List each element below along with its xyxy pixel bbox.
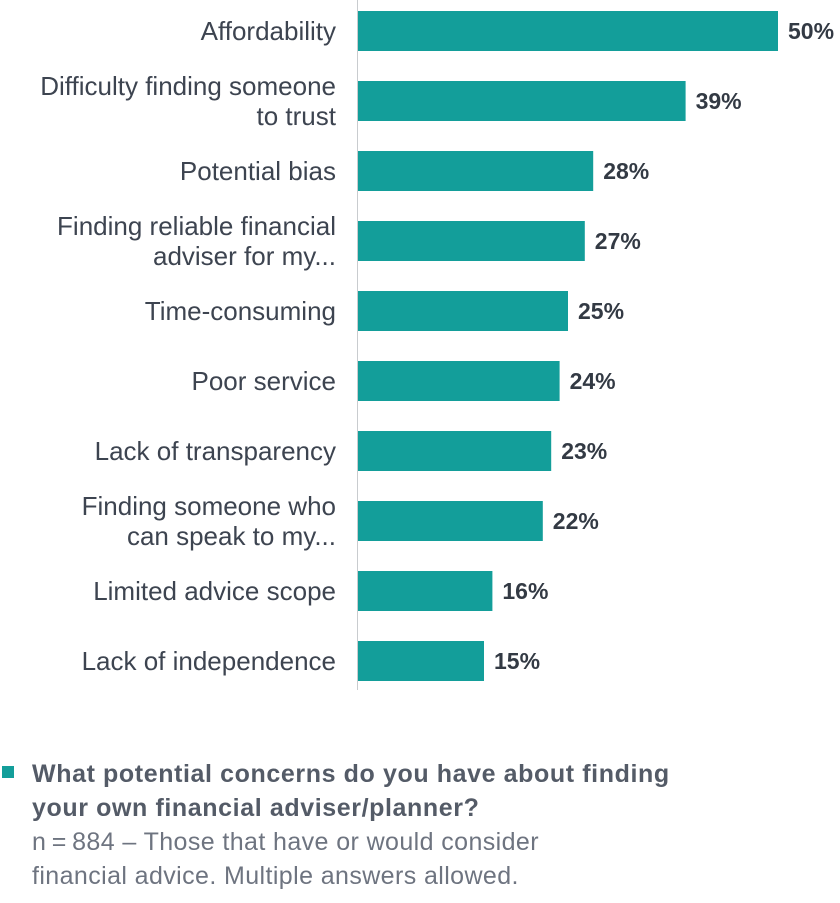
category-label-4: Time-consuming (145, 296, 336, 326)
bar-5 (358, 361, 560, 401)
bar-2 (358, 151, 594, 191)
survey-question: What potential concerns do you have abou… (32, 760, 670, 822)
category-label-line: can speak to my... (127, 521, 336, 551)
bar-0 (358, 11, 778, 51)
category-label-line: Poor service (192, 366, 337, 396)
value-label-4: 25% (578, 298, 624, 324)
value-label-1: 39% (696, 88, 742, 114)
category-label-0: Affordability (201, 16, 336, 46)
value-label-2: 28% (603, 158, 649, 184)
category-label-line: Difficulty finding someone (40, 71, 336, 101)
bar-1 (358, 81, 686, 121)
bar-8 (358, 571, 493, 611)
category-label-line: Lack of independence (82, 646, 336, 676)
category-label-7: Finding someone who can speak to my... (82, 491, 336, 551)
bar-chart: 50% Affordability 39% Difficulty finding so… (40, 0, 834, 690)
category-label-line: adviser for my... (153, 241, 336, 271)
bar-6 (358, 431, 552, 471)
value-label-6: 23% (561, 438, 607, 464)
category-label-line: Potential bias (180, 156, 336, 186)
legend-marker (2, 766, 14, 778)
survey-note: n = 884 – Those that have or would consi… (32, 828, 539, 890)
category-label-line: Limited advice scope (93, 576, 336, 606)
category-label-3: Finding reliable financial adviser for my… (57, 211, 336, 271)
category-label-line: Time-consuming (145, 296, 336, 326)
value-label-9: 15% (494, 648, 540, 674)
category-label-line: Finding someone who (82, 491, 336, 521)
category-label-line: Finding reliable financial (57, 211, 336, 241)
category-label-line: to trust (257, 101, 337, 131)
bars-group: 50% Affordability 39% Difficulty finding so… (40, 11, 834, 681)
bar-7 (358, 501, 543, 541)
chart-legend: What potential concerns do you have abou… (0, 757, 820, 893)
bar-3 (358, 221, 585, 261)
category-label-line: Lack of transparency (95, 436, 336, 466)
value-label-8: 16% (502, 578, 548, 604)
value-label-0: 50% (788, 18, 834, 44)
value-label-7: 22% (553, 508, 599, 534)
legend-text: What potential concerns do you have abou… (32, 757, 820, 893)
category-label-6: Lack of transparency (95, 436, 336, 466)
category-label-9: Lack of independence (82, 646, 336, 676)
category-label-1: Difficulty finding someone to trust (40, 71, 337, 131)
category-label-5: Poor service (192, 366, 337, 396)
category-label-2: Potential bias (180, 156, 336, 186)
category-label-line: Affordability (201, 16, 336, 46)
value-label-3: 27% (595, 228, 641, 254)
bar-9 (358, 641, 484, 681)
category-label-8: Limited advice scope (93, 576, 336, 606)
bar-4 (358, 291, 568, 331)
value-label-5: 24% (570, 368, 616, 394)
